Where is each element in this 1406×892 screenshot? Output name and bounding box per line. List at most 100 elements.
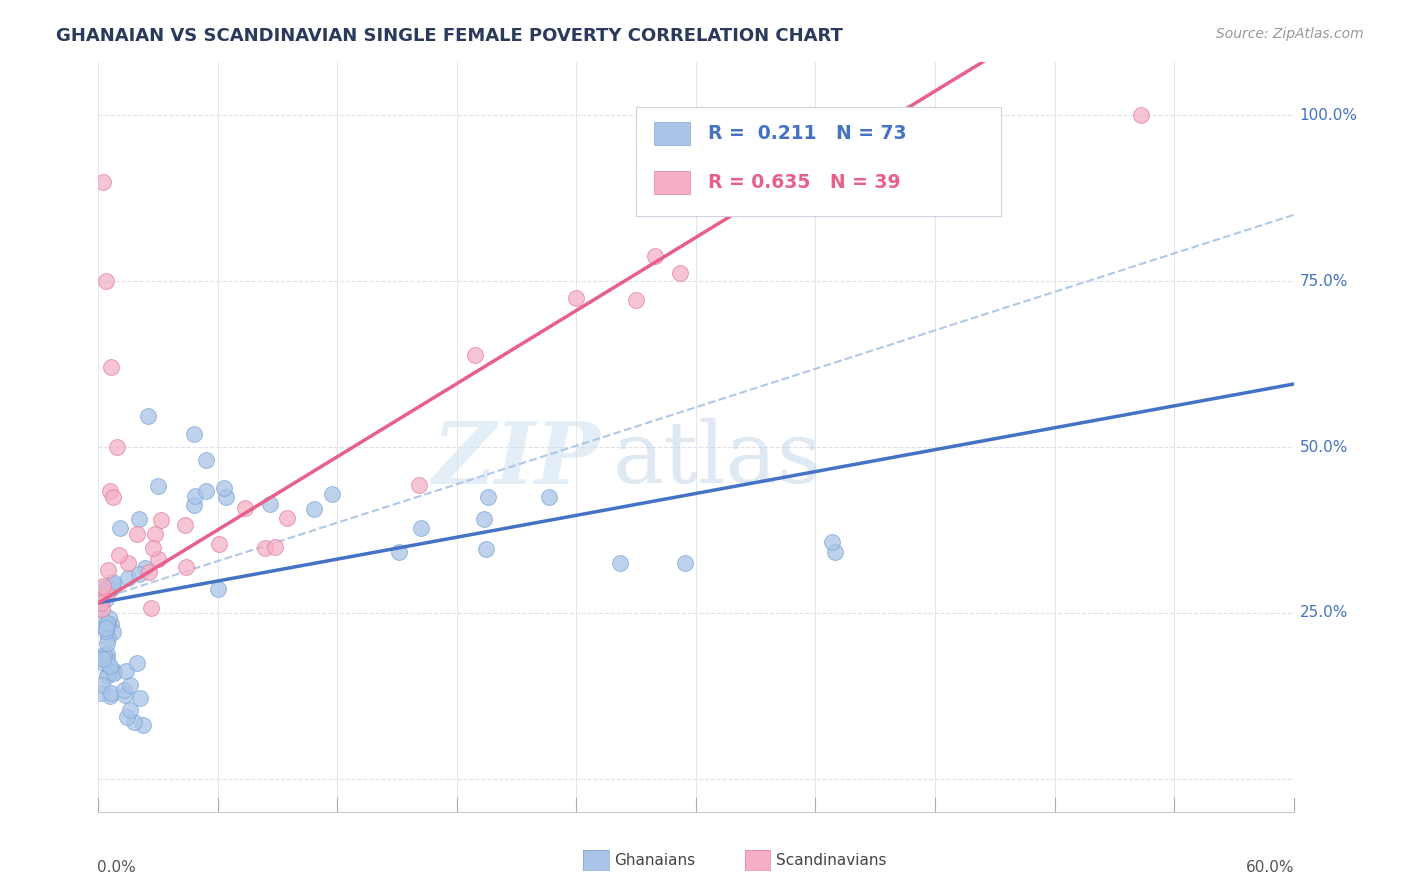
Point [183,427,205,442]
FancyBboxPatch shape [654,171,690,194]
Point [609,556,631,570]
Point [477,490,499,504]
Point [97,618,120,632]
Point [115,710,138,724]
Point [208,536,231,550]
Point [107,548,129,562]
Point [91,579,114,593]
Point [408,478,430,492]
Point [720,188,742,202]
Point [714,179,737,194]
Point [96,615,118,630]
Point [142,541,165,556]
Point [149,512,172,526]
Point [100,616,122,631]
Point [824,545,846,559]
Point [472,512,495,526]
Text: GHANAIAN VS SCANDINAVIAN SINGLE FEMALE POVERTY CORRELATION CHART: GHANAIAN VS SCANDINAVIAN SINGLE FEMALE P… [56,27,844,45]
Point [148,479,170,493]
Point [101,577,124,591]
Point [97,666,120,681]
Point [96,652,118,666]
Point [101,625,124,640]
Point [115,664,138,678]
Point [112,682,135,697]
Point [194,453,217,467]
Point [977,114,1000,128]
Text: atlas: atlas [613,418,821,501]
FancyBboxPatch shape [654,122,690,145]
Point [128,511,150,525]
Point [91,175,114,189]
Point [98,658,121,673]
Point [94,621,117,635]
Point [100,689,122,703]
Point [94,624,117,639]
Point [98,582,121,596]
Point [90,685,112,699]
Point [134,560,156,574]
Point [254,541,277,556]
Point [215,490,238,504]
Point [96,587,118,601]
Text: 25.0%: 25.0% [1299,606,1348,620]
Point [321,486,343,500]
FancyBboxPatch shape [637,107,1001,216]
Point [174,518,197,533]
Point [183,498,205,512]
Point [97,563,120,577]
Point [624,293,647,308]
Point [302,502,325,516]
Point [93,656,115,670]
Point [184,489,207,503]
Point [565,291,588,305]
Point [90,592,112,607]
Point [103,575,125,590]
Point [174,559,197,574]
Point [97,610,120,624]
Point [143,527,166,541]
Text: ZIP: ZIP [433,417,600,501]
Point [101,490,124,504]
Point [94,591,117,606]
Point [673,557,696,571]
Point [93,648,115,662]
Point [821,535,844,549]
Point [207,582,229,596]
Point [125,656,148,670]
Point [91,678,114,692]
Text: 60.0%: 60.0% [1246,861,1295,875]
Point [90,594,112,608]
Point [103,666,125,681]
Point [644,249,666,263]
Point [669,266,692,280]
Text: 50.0%: 50.0% [1299,440,1348,455]
Point [96,581,118,595]
Point [233,501,256,516]
Point [125,527,148,541]
Point [96,274,118,288]
Point [118,703,141,717]
Text: Source: ZipAtlas.com: Source: ZipAtlas.com [1216,27,1364,41]
Point [464,348,486,362]
Point [214,481,236,495]
Text: Ghanaians: Ghanaians [614,854,696,868]
Point [105,440,128,454]
Text: R =  0.211   N = 73: R = 0.211 N = 73 [709,124,907,143]
Point [100,581,122,595]
Point [259,497,281,511]
Text: 0.0%: 0.0% [97,861,136,875]
Text: R = 0.635   N = 39: R = 0.635 N = 39 [709,173,901,192]
Point [91,652,114,666]
Point [276,511,298,525]
Point [90,611,112,625]
Point [96,616,118,631]
Point [114,688,136,702]
Point [128,566,150,581]
Point [138,566,160,580]
Text: Scandinavians: Scandinavians [776,854,887,868]
Text: 75.0%: 75.0% [1299,274,1348,289]
Point [90,602,112,616]
Point [100,360,122,375]
Point [537,490,560,504]
